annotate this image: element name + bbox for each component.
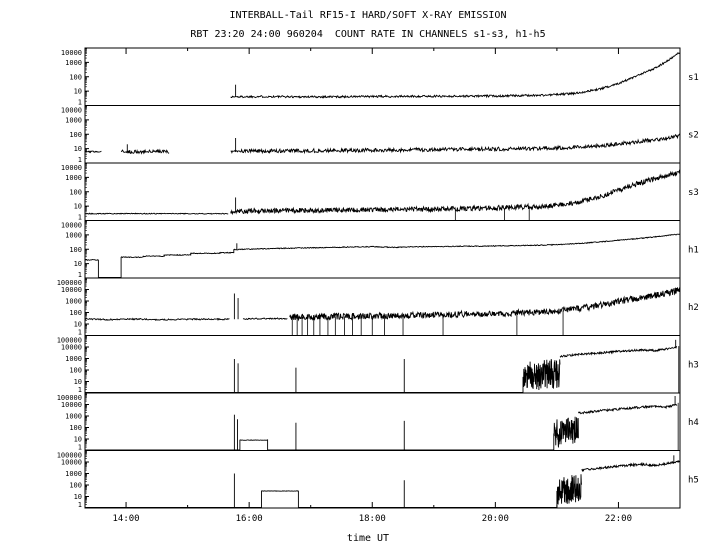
y-tick-label: 10	[74, 321, 82, 329]
y-tick-label: 1	[78, 271, 82, 279]
y-tick-label: 100	[69, 73, 82, 81]
panel-label-s2: s2	[688, 130, 699, 140]
x-tick-label: 18:00	[359, 514, 386, 524]
trace-h3	[522, 359, 561, 393]
y-tick-label: 100	[69, 367, 82, 375]
trace-h5	[556, 474, 582, 508]
y-tick-label: 10000	[61, 401, 82, 409]
x-tick-label: 16:00	[236, 514, 263, 524]
y-tick-label: 100	[69, 482, 82, 490]
chart-subtitle: RBT 23:20 24:00 960204 COUNT RATE IN CHA…	[190, 29, 545, 40]
panel-label-h4: h4	[688, 418, 699, 428]
y-tick-label: 1	[78, 329, 82, 337]
y-tick-label: 10	[74, 378, 82, 386]
y-tick-label: 1000	[65, 355, 82, 363]
y-tick-label: 10	[74, 260, 82, 268]
y-tick-label: 10000	[61, 164, 82, 172]
y-tick-label: 100	[69, 246, 82, 254]
trace-h2	[289, 287, 681, 322]
y-tick-label: 1000	[65, 413, 82, 421]
trace-h2	[242, 317, 288, 320]
y-tick-label: 1	[78, 444, 82, 452]
y-tick-label: 1	[78, 214, 82, 222]
x-tick-label: 20:00	[482, 514, 509, 524]
y-tick-label: 10000	[61, 344, 82, 352]
y-tick-label: 100000	[57, 279, 82, 287]
panel-border	[84, 392, 681, 451]
panel-s1: 1 10 100 1000 10000 s1	[61, 47, 699, 107]
x-tick-label: 22:00	[605, 514, 632, 524]
y-tick-label: 10000	[61, 222, 82, 230]
panel-label-h2: h2	[688, 303, 699, 313]
y-tick-label: 1000	[65, 298, 82, 306]
y-tick-label: 1000	[65, 116, 82, 124]
trace-s1	[230, 52, 681, 99]
y-tick-label: 100	[69, 131, 82, 139]
trace-s3	[230, 169, 681, 216]
y-tick-label: 1000	[65, 174, 82, 182]
trace-s2	[230, 133, 681, 155]
chart-title: INTERBALL-Tail RF15-I HARD/SOFT X-RAY EM…	[230, 10, 507, 21]
trace-h5	[581, 460, 681, 473]
y-tick-label: 100	[69, 188, 82, 196]
y-tick-label: 10000	[61, 49, 82, 57]
trace-h3	[559, 346, 678, 358]
panel-border	[84, 335, 681, 394]
y-tick-label: 1	[78, 386, 82, 394]
panel-label-s3: s3	[688, 188, 699, 198]
trace-s3	[84, 212, 229, 215]
y-tick-label: 100000	[57, 337, 82, 345]
x-tick-label: 14:00	[113, 514, 140, 524]
y-tick-label: 1	[78, 501, 82, 509]
y-tick-label: 1000	[65, 470, 82, 478]
panel-s3: 1 10 100 1000 10000 s3	[61, 162, 699, 222]
panels-group: 110100100010000s1110100100010000s2110100…	[57, 47, 699, 524]
trace-s2	[120, 148, 170, 155]
x-axis-label: time UT	[347, 533, 389, 544]
panel-border	[84, 105, 681, 164]
trace-h4	[239, 439, 269, 450]
y-tick-label: 100	[69, 309, 82, 317]
trace-s2	[84, 150, 102, 154]
y-tick-label: 10	[74, 203, 82, 211]
trace-h5	[261, 490, 299, 508]
y-tick-label: 10	[74, 493, 82, 501]
trace-h4	[553, 416, 579, 450]
panel-border	[84, 450, 681, 509]
panel-label-h1: h1	[688, 245, 699, 255]
y-tick-label: 10	[74, 88, 82, 96]
y-tick-label: 1	[78, 156, 82, 164]
y-tick-label: 10	[74, 145, 82, 153]
y-tick-label: 10000	[61, 286, 82, 294]
y-tick-label: 10000	[61, 107, 82, 115]
trace-h2	[84, 317, 230, 322]
trace-h4	[578, 403, 678, 415]
y-tick-label: 10	[74, 436, 82, 444]
y-tick-label: 10000	[61, 459, 82, 467]
panel-border	[84, 220, 681, 279]
panel-label-h5: h5	[688, 475, 699, 485]
y-tick-label: 100	[69, 424, 82, 432]
panel-label-s1: s1	[688, 73, 699, 83]
y-tick-label: 100000	[57, 394, 82, 402]
trace-h1	[84, 233, 681, 278]
y-tick-label: 1000	[65, 231, 82, 239]
panel-label-h3: h3	[688, 360, 699, 370]
y-tick-label: 100000	[57, 452, 82, 460]
y-tick-label: 1000	[65, 59, 82, 67]
y-tick-label: 1	[78, 99, 82, 107]
